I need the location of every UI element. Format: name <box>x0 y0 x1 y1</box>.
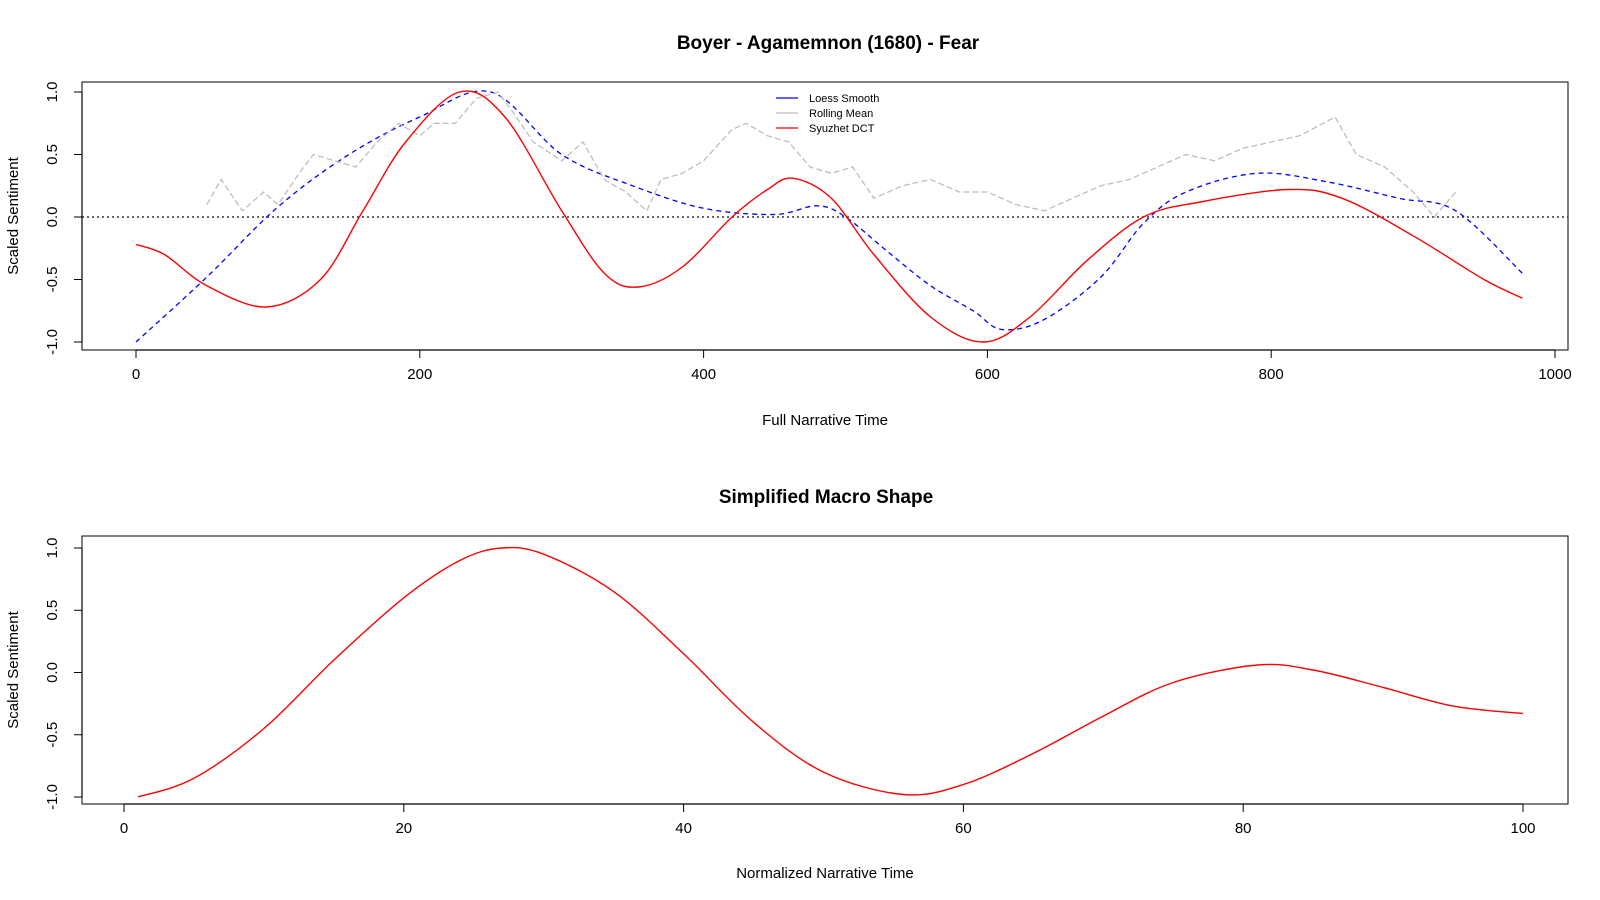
y-tick-label: -0.5 <box>44 722 61 748</box>
legend-entry: Loess Smooth <box>809 93 879 105</box>
series-line-syuzhet-dct <box>135 90 1523 343</box>
y-tick-label: 0.0 <box>44 662 61 683</box>
y-tick-label: 0.0 <box>44 207 61 228</box>
y-tick-label: 1.0 <box>44 538 61 559</box>
x-axis: 0 200 400 600 800 1000 <box>132 349 1572 383</box>
x-tick-label: 800 <box>1259 366 1284 383</box>
x-tick-label: 40 <box>675 820 692 837</box>
x-tick-label: 0 <box>132 366 140 383</box>
x-tick-label: 80 <box>1235 820 1252 837</box>
legend-entry: Syuzhet DCT <box>809 123 875 135</box>
y-axis: -1.0 -0.5 0.0 0.5 1.0 <box>44 538 83 810</box>
x-tick-label: 200 <box>407 366 432 383</box>
y-tick-label: -0.5 <box>44 267 61 293</box>
x-tick-label: 600 <box>975 366 1000 383</box>
x-axis-label: Normalized Narrative Time <box>736 865 914 882</box>
x-tick-label: 60 <box>955 820 972 837</box>
plot-frame <box>81 535 1569 805</box>
chart-title: Boyer - Agamemnon (1680) - Fear <box>677 33 980 54</box>
legend-entry: Rolling Mean <box>809 108 873 120</box>
x-axis: 0 20 40 60 80 100 <box>120 803 1536 837</box>
x-tick-label: 1000 <box>1538 366 1571 383</box>
chart-title: Simplified Macro Shape <box>719 487 933 508</box>
x-tick-label: 400 <box>691 366 716 383</box>
legend: Loess Smooth Rolling Mean Syuzhet DCT <box>776 93 879 135</box>
x-tick-label: 0 <box>120 820 128 837</box>
series-group <box>135 90 1523 343</box>
series-group <box>137 546 1524 798</box>
y-axis: -1.0 -0.5 0.0 0.5 1.0 <box>44 82 83 355</box>
x-tick-label: 20 <box>395 820 412 837</box>
y-axis-label: Scaled Sentiment <box>5 610 22 728</box>
y-tick-label: 1.0 <box>44 82 61 103</box>
y-tick-label: -1.0 <box>44 329 61 355</box>
y-tick-label: -1.0 <box>44 784 61 810</box>
x-tick-label: 100 <box>1510 820 1535 837</box>
y-tick-label: 0.5 <box>44 600 61 621</box>
series-line-rolling-mean <box>206 91 1457 219</box>
panel-macro-shape: Simplified Macro Shape 0 20 40 60 80 100 -1.0… <box>5 487 1569 882</box>
series-line-loess-smooth <box>135 90 1523 343</box>
panel-full-narrative: Boyer - Agamemnon (1680) - Fear 0 200 400 6… <box>5 33 1572 429</box>
y-tick-label: 0.5 <box>44 144 61 165</box>
y-axis-label: Scaled Sentiment <box>5 156 22 274</box>
series-line-macro-shape <box>137 546 1524 798</box>
x-axis-label: Full Narrative Time <box>762 412 888 429</box>
